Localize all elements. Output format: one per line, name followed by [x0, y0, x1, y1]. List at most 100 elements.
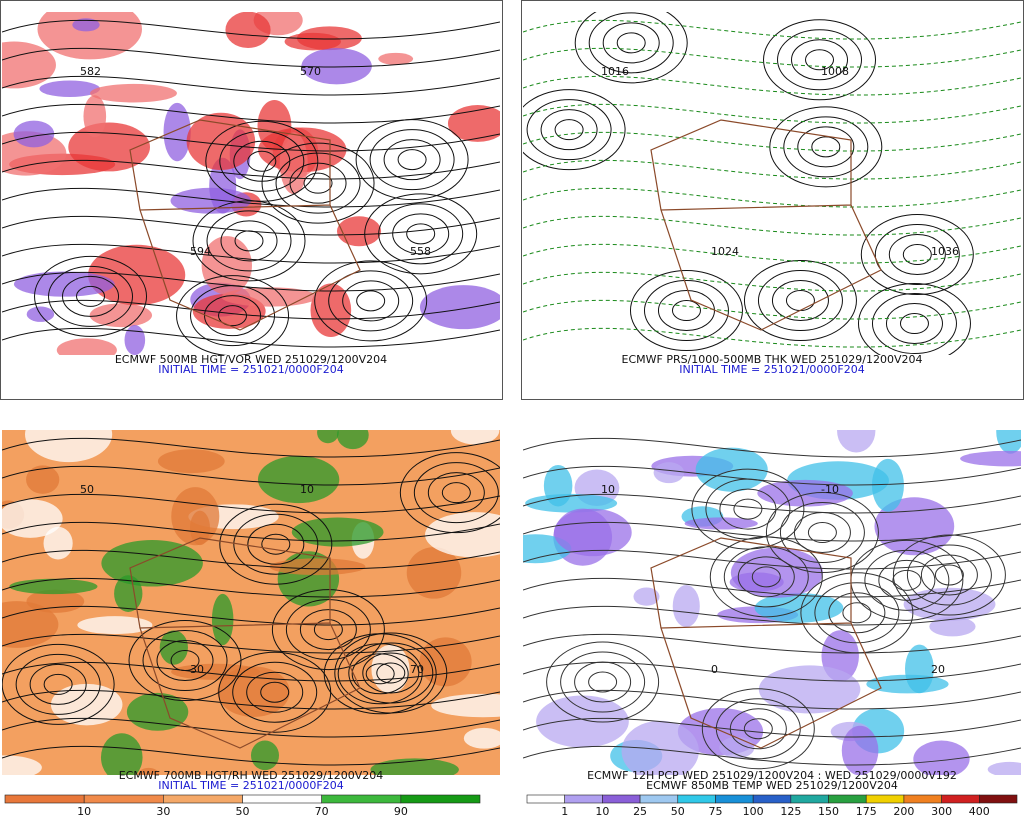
field-shading: [186, 112, 256, 171]
contour: [351, 653, 409, 695]
map-area: 50 30 10 70: [2, 430, 500, 775]
field-shading: [523, 102, 574, 164]
contour: [629, 270, 743, 352]
colorbar-label: 300: [931, 805, 952, 818]
colorbar-segment: [941, 794, 980, 804]
colorbar-label: 30: [156, 805, 170, 818]
contour: [523, 549, 1021, 570]
contour: [285, 599, 371, 661]
contour: [743, 718, 773, 740]
contour: [892, 534, 1006, 616]
colorbar-label: 10: [595, 805, 609, 818]
contour: [523, 243, 1021, 264]
colorbar-segment: [526, 794, 565, 804]
field-shading: [633, 587, 660, 606]
field-shading: [378, 52, 414, 65]
contour: [2, 75, 500, 96]
contour: [783, 116, 869, 178]
contour: [2, 215, 500, 236]
contour: [874, 224, 960, 286]
caption: INITIAL TIME = 251021/0000F204: [679, 363, 864, 376]
contour-label: 1036: [931, 245, 959, 258]
contour: [733, 498, 763, 520]
field-shading: [553, 508, 632, 557]
field-shading: [336, 216, 382, 247]
field-shading: [211, 593, 234, 646]
caption: ECMWF PRS/1000-500MB THK WED 251029/1200…: [622, 353, 923, 366]
contour: [864, 549, 950, 611]
contour: [362, 652, 420, 694]
field-shading: [269, 558, 366, 576]
contour: [523, 437, 1021, 458]
contour: [342, 280, 400, 322]
contour: [797, 126, 855, 168]
map-panel: 50 30 10 70 ECMWF 700MB HGT/RH WED 251029/12…: [2, 430, 500, 818]
contour: [303, 172, 333, 194]
field-shading: [250, 740, 280, 771]
field-shading: [337, 430, 369, 450]
field-shading: [653, 462, 685, 484]
boundaries: [650, 119, 882, 331]
field-shading: [425, 512, 500, 558]
contour: [348, 642, 434, 704]
contour: [261, 142, 375, 224]
colorbar-segment: [828, 794, 867, 804]
contour: [737, 556, 795, 598]
field-shading: [419, 637, 472, 687]
field-shading: [406, 547, 462, 599]
colorbar-segment: [400, 794, 481, 804]
contour: [523, 159, 1021, 180]
field-shading: [371, 644, 410, 694]
field-shading: [171, 487, 220, 546]
contour: [2, 633, 500, 654]
contour: [902, 244, 932, 266]
contour: [2, 47, 500, 68]
contour: [751, 566, 781, 588]
field-shading: [684, 517, 758, 530]
contour: [546, 641, 660, 723]
field-shading: [913, 740, 970, 775]
field-shading: [450, 430, 500, 445]
contour: [588, 671, 618, 693]
contour: [220, 220, 278, 262]
contour: [523, 187, 1021, 208]
field-shading: [90, 83, 177, 103]
colorbar-label: 1: [561, 805, 568, 818]
colorbar-label: 90: [394, 805, 408, 818]
contour: [2, 271, 500, 292]
contour-label: 10: [300, 483, 314, 496]
contour: [34, 255, 148, 337]
field-shading: [13, 120, 55, 148]
caption: ECMWF 700MB HGT/RH WED 251029/1200V204: [119, 769, 384, 782]
contour: [523, 577, 1021, 598]
contour: [427, 472, 485, 514]
contour: [233, 513, 319, 575]
caption: ECMWF 12H PCP WED 251029/1200V204 : WED …: [587, 769, 957, 782]
boundaries: [650, 537, 882, 749]
contour: [671, 300, 701, 322]
field-shading: [77, 616, 153, 635]
field-shading: [159, 630, 188, 665]
contour: [2, 103, 500, 124]
boundaries: [129, 537, 361, 749]
contour-label: 50: [80, 483, 94, 496]
contour: [192, 200, 306, 282]
contour: [2, 689, 500, 710]
contour: [2, 521, 500, 542]
colorbar-label: 50: [236, 805, 250, 818]
contour: [2, 299, 500, 320]
contour: [2, 437, 500, 458]
field-shading: [317, 430, 339, 444]
field-shading: [170, 187, 252, 214]
contour-label: 1016: [601, 65, 629, 78]
colorbar-label: 150: [818, 805, 839, 818]
field-shading: [764, 95, 816, 120]
contour: [2, 549, 500, 570]
field-shading: [525, 493, 618, 513]
contour: [523, 745, 1021, 766]
contour: [523, 661, 1021, 682]
contour: [364, 193, 478, 275]
contour: [779, 502, 865, 564]
field-shading: [88, 244, 186, 306]
field-shading: [929, 616, 976, 637]
